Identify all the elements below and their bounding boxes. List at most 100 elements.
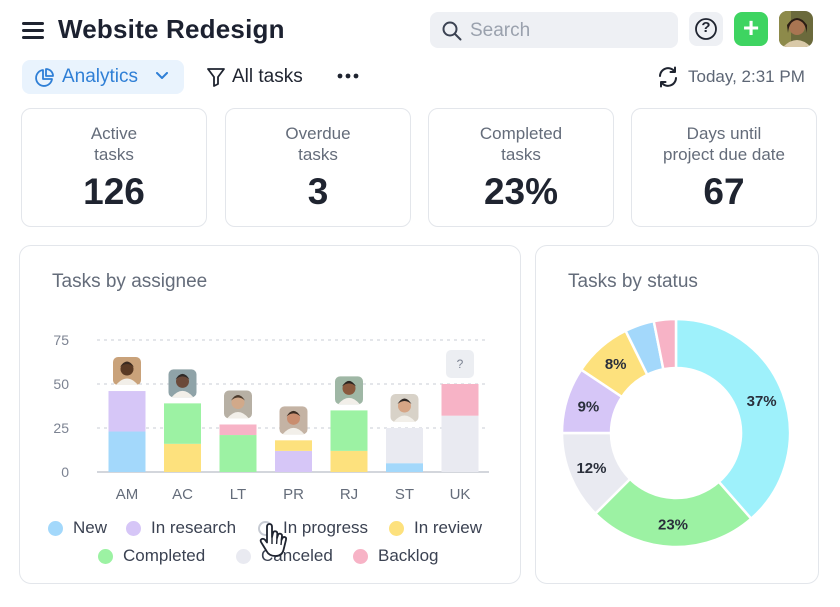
- help-icon: [695, 18, 717, 40]
- pie-chart-icon: [35, 68, 54, 87]
- legend-label: Backlog: [378, 546, 439, 565]
- analytics-view-dropdown[interactable]: Analytics: [22, 60, 184, 94]
- more-options-button[interactable]: [335, 68, 361, 84]
- legend-label: In review: [414, 518, 483, 537]
- avatar-hair: [342, 380, 356, 387]
- chevron-down-icon: [156, 72, 168, 79]
- donut-slice-in-progress[interactable]: [674, 317, 792, 520]
- last-updated-text: Today, 2:31 PM: [688, 67, 805, 86]
- bar-segment-backlog[interactable]: [219, 424, 257, 436]
- avatar-hair: [175, 373, 190, 380]
- bar-segment-in-review[interactable]: [164, 443, 201, 472]
- x-category-label: LT: [230, 486, 246, 503]
- bar-segment-backlog[interactable]: [441, 384, 479, 416]
- stat-card-days-until-due: Days until project due date 67: [631, 108, 817, 227]
- avatar-body: [338, 397, 360, 405]
- bar-segment-completed[interactable]: [219, 435, 257, 472]
- y-tick-label: 25: [53, 420, 69, 436]
- y-tick-label: 75: [53, 332, 69, 348]
- assignee-avatar[interactable]: [335, 376, 363, 405]
- legend-swatch: [126, 521, 141, 536]
- plus-icon: +: [742, 12, 760, 43]
- more-dots-icon: [337, 73, 359, 79]
- avatar-face: [342, 381, 356, 395]
- y-tick-label: 50: [53, 376, 69, 392]
- bar-segment-canceled[interactable]: [386, 428, 423, 464]
- stat-label: Completed tasks: [479, 124, 563, 164]
- avatar-body: [393, 415, 416, 422]
- all-tasks-filter[interactable]: All tasks: [206, 62, 316, 92]
- bar-segment-in-research[interactable]: [108, 391, 146, 432]
- x-category-label: UK: [450, 486, 471, 503]
- legend-label: In research: [151, 518, 237, 537]
- search-input[interactable]: [468, 18, 672, 44]
- avatar-body: [171, 390, 194, 398]
- analytics-label: Analytics: [62, 66, 139, 87]
- bar-segment-new[interactable]: [386, 463, 423, 472]
- legend-label: In progress: [283, 518, 369, 537]
- filter-icon: [207, 68, 225, 87]
- y-tick-label: 0: [61, 464, 69, 480]
- avatar-hair: [286, 410, 301, 417]
- assignee-avatar[interactable]: [224, 390, 252, 419]
- search-box[interactable]: [430, 12, 678, 48]
- panel-title: Tasks by status: [568, 271, 698, 292]
- assignee-avatar[interactable]: [279, 406, 308, 435]
- x-category-label: AC: [172, 486, 193, 503]
- status-donut-chart: 37% 23% 12% 9% 8%: [560, 317, 792, 549]
- x-category-label: RJ: [340, 486, 358, 503]
- help-button[interactable]: ?: [689, 12, 723, 46]
- bar-segment-in-review[interactable]: [330, 450, 368, 472]
- x-category-label: PR: [283, 486, 304, 503]
- avatar-body: [227, 411, 249, 419]
- stat-value: 126: [83, 171, 145, 212]
- stat-value: 23%: [483, 171, 559, 212]
- avatar-face: [287, 411, 300, 425]
- user-avatar[interactable]: [779, 11, 813, 47]
- x-category-label: ST: [395, 486, 414, 503]
- bar-segment-completed[interactable]: [330, 410, 368, 451]
- stat-label: Overdue tasks: [285, 124, 351, 164]
- legend-swatch: [48, 521, 63, 536]
- stat-label: Active tasks: [90, 124, 138, 164]
- legend-swatch: [389, 521, 404, 536]
- panel-title: Tasks by assignee: [52, 271, 208, 292]
- stat-card-overdue: Overdue tasks 3: [225, 108, 411, 227]
- avatar-body: [116, 378, 138, 386]
- donut-slice-backlog[interactable]: [652, 317, 678, 371]
- question-icon: ?: [457, 357, 464, 371]
- legend-swatch: [353, 549, 368, 564]
- refresh-icon: [659, 66, 677, 88]
- assignee-avatar[interactable]: [168, 369, 197, 398]
- unknown-avatar[interactable]: ?: [446, 350, 474, 378]
- help-symbol: ?: [701, 19, 711, 36]
- donut-slice-label: 9%: [578, 398, 600, 415]
- avatar-face: [398, 399, 411, 413]
- stacked-bar-chart: 0 25 50 75 AM AC LT PR RJ ST UK?: [53, 332, 489, 503]
- avatar-face: [231, 395, 245, 409]
- avatar-hair: [397, 398, 412, 404]
- legend-swatch: [236, 549, 251, 564]
- assignee-avatar[interactable]: [390, 394, 419, 422]
- donut-slice-label: 12%: [576, 460, 606, 477]
- add-button[interactable]: +: [734, 12, 768, 46]
- bar-segment-new[interactable]: [108, 431, 146, 472]
- bar-segment-in-research[interactable]: [275, 450, 312, 472]
- bar-segment-completed[interactable]: [164, 403, 201, 444]
- menu-icon[interactable]: [22, 20, 46, 40]
- stat-card-completed: Completed tasks 23%: [428, 108, 614, 227]
- refresh-status[interactable]: Today, 2:31 PM: [656, 64, 816, 90]
- bar-segment-in-review[interactable]: [275, 440, 312, 451]
- avatar-body: [282, 427, 305, 435]
- donut-slice-label: 37%: [747, 393, 777, 410]
- donut-slice-label: 23%: [658, 516, 688, 533]
- assignee-avatar[interactable]: [113, 357, 141, 386]
- legend-label: Completed: [123, 546, 206, 565]
- donut-slice-completed[interactable]: [594, 477, 753, 549]
- hand-cursor-icon: [259, 523, 288, 557]
- stat-value: 67: [703, 171, 745, 212]
- stat-value: 3: [307, 171, 329, 212]
- avatar-hair: [231, 394, 245, 401]
- bar-segment-canceled[interactable]: [441, 415, 479, 472]
- stat-label: Days until project due date: [663, 124, 785, 164]
